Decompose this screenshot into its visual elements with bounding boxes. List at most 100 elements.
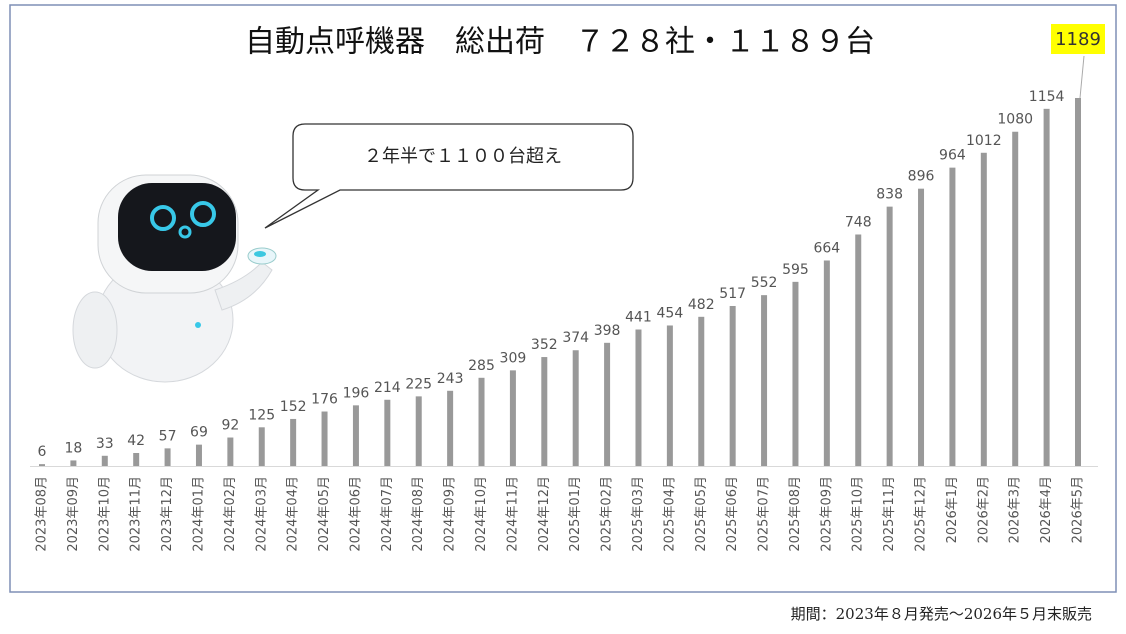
x-tick-label: 2026年4月	[1039, 476, 1054, 543]
value-label: 92	[221, 418, 239, 434]
value-label: 664	[813, 240, 840, 256]
value-label: 398	[594, 323, 621, 339]
value-label: 964	[939, 148, 966, 164]
value-label: 176	[311, 392, 338, 408]
x-tick-label: 2025年02月	[600, 476, 615, 552]
x-tick-label: 2023年10月	[97, 476, 112, 552]
value-label: 125	[248, 407, 275, 423]
x-tick-label: 2025年01月	[568, 476, 583, 552]
x-tick-label: 2024年09月	[443, 476, 458, 552]
x-tick-label: 2024年05月	[317, 476, 332, 552]
value-label: 243	[437, 371, 464, 387]
value-label: 152	[280, 399, 307, 415]
bar	[1012, 131, 1019, 467]
bar	[133, 453, 140, 466]
x-tick-label: 2024年12月	[537, 476, 552, 552]
value-label: 285	[468, 358, 495, 374]
value-label: 838	[876, 187, 903, 203]
value-label: 214	[374, 380, 401, 396]
value-label: 309	[500, 350, 527, 366]
x-tick-label: 2024年02月	[223, 476, 238, 552]
value-label: 482	[688, 297, 715, 313]
x-tick-label: 2024年08月	[411, 476, 426, 552]
bar	[666, 325, 673, 466]
x-tick-label: 2024年11月	[505, 476, 520, 552]
bar	[572, 350, 579, 466]
bar	[70, 460, 77, 466]
footnote: 期間：2023年８月発売～2026年５月末販売	[791, 605, 1092, 623]
bar	[290, 418, 297, 466]
bar	[980, 152, 987, 466]
bar	[447, 390, 454, 466]
value-label: 517	[719, 286, 746, 302]
bar	[1075, 98, 1081, 466]
value-label: 454	[657, 305, 684, 321]
value-label: 896	[908, 169, 935, 185]
bar	[792, 281, 799, 466]
x-tick-label: 2024年03月	[254, 476, 269, 552]
bar	[509, 370, 516, 466]
value-label: 1154	[1029, 89, 1065, 105]
value-label: 374	[562, 330, 589, 346]
x-tick-label: 2026年1月	[945, 476, 960, 543]
x-tick-label: 2025年04月	[662, 476, 677, 552]
x-tick-label: 2024年04月	[286, 476, 301, 552]
bar	[729, 305, 736, 466]
value-label: 6	[38, 444, 47, 460]
x-tick-label: 2023年09月	[66, 476, 81, 552]
value-label: 552	[751, 275, 778, 291]
x-tick-label: 2025年12月	[914, 476, 929, 552]
x-tick-label: 2024年01月	[191, 476, 206, 552]
bar	[321, 411, 328, 466]
bar	[761, 295, 768, 466]
chart-title: 自動点呼機器 総出荷 ７２８社・１１８９台	[245, 25, 875, 60]
bar	[949, 167, 956, 466]
value-label: 352	[531, 337, 558, 353]
x-tick-label: 2025年05月	[694, 476, 709, 552]
x-tick-label: 2026年3月	[1008, 476, 1023, 543]
bar	[855, 234, 862, 466]
x-tick-label: 2023年11月	[129, 476, 144, 552]
bar	[101, 455, 108, 466]
bar	[1043, 108, 1050, 466]
x-tick-label: 2025年06月	[725, 476, 740, 552]
bar	[384, 399, 391, 466]
x-tick-label: 2026年2月	[976, 476, 991, 543]
bar	[39, 464, 45, 466]
value-label: 1189	[1055, 29, 1101, 50]
x-tick-label: 2023年12月	[160, 476, 175, 552]
bar	[195, 444, 202, 466]
x-tick-label: 2025年11月	[882, 476, 897, 552]
x-tick-label: 2024年10月	[474, 476, 489, 552]
bar	[227, 437, 234, 466]
bar	[415, 396, 422, 466]
value-label: 748	[845, 214, 872, 230]
x-tick-label: 2025年07月	[757, 476, 772, 552]
value-label: 441	[625, 310, 652, 326]
value-label: 1080	[997, 112, 1033, 128]
value-label: 1012	[966, 133, 1002, 149]
bar	[352, 405, 359, 466]
x-tick-label: 2023年08月	[35, 476, 50, 552]
bar	[886, 206, 893, 466]
x-tick-label: 2025年09月	[819, 476, 834, 552]
value-label: 57	[159, 428, 177, 444]
x-tick-label: 2025年03月	[631, 476, 646, 552]
bar	[604, 342, 611, 466]
value-label: 69	[190, 425, 208, 441]
bar	[164, 448, 171, 466]
value-label: 595	[782, 262, 809, 278]
value-label: 196	[343, 385, 370, 401]
value-label: 42	[127, 433, 145, 449]
bar	[635, 329, 642, 466]
highlight	[1051, 24, 1105, 54]
value-label: 33	[96, 436, 114, 452]
x-tick-label: 2025年10月	[851, 476, 866, 552]
x-tick-label: 2024年07月	[380, 476, 395, 552]
x-tick-label: 2026年5月	[1071, 476, 1086, 543]
callout: ２年半で１１００台超え	[264, 123, 634, 229]
value-label: 225	[405, 376, 432, 392]
leader-line	[1079, 55, 1085, 99]
x-tick-label: 2025年08月	[788, 476, 803, 552]
